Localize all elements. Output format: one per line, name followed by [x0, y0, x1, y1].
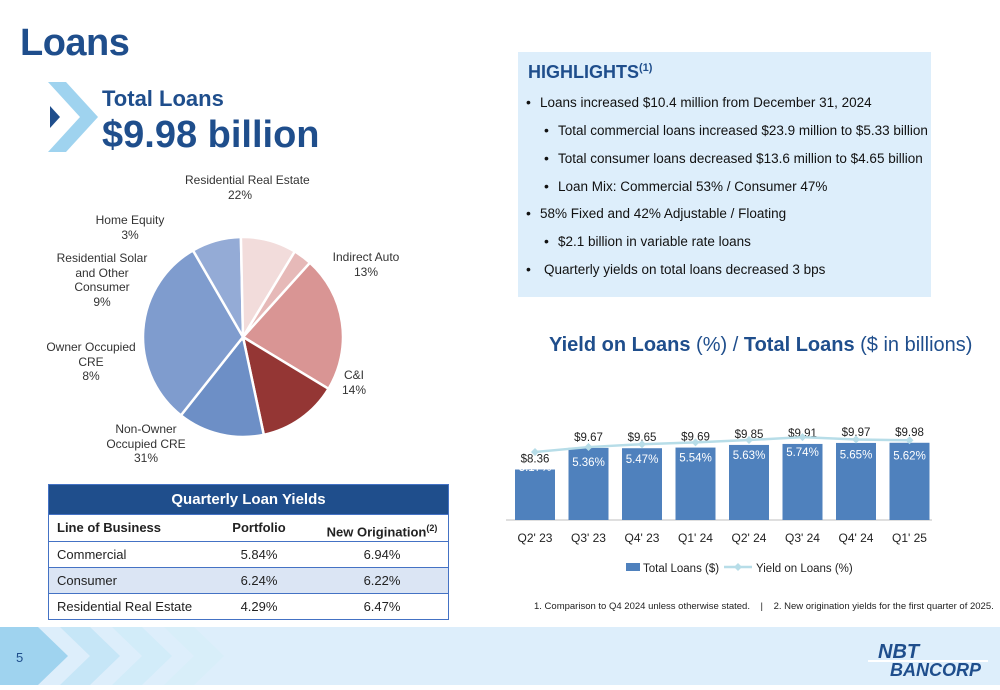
yield-point: [531, 448, 539, 456]
chart-legend: Total Loans ($) Yield on Loans (%): [626, 563, 853, 575]
header-portfolio: Portfolio: [232, 520, 286, 535]
yield-data-label: 5.74%: [786, 447, 819, 459]
pie-label-ci: C&I 14%: [341, 368, 367, 397]
highlight-subitem: • Total commercial loans increased $23.9 …: [544, 122, 928, 138]
total-loans-label: Total Loans: [102, 86, 224, 111]
cell-new-origination: 6.47%: [363, 599, 401, 614]
page-number: 5: [16, 650, 24, 665]
yield-point: [905, 436, 914, 445]
pie-slice-home-equity: [241, 249, 312, 338]
cell-portfolio: 5.84%: [240, 547, 278, 562]
table-title: Quarterly Loan Yields: [49, 485, 448, 514]
page-title: Loans: [20, 22, 130, 64]
bar-total-loans: [622, 448, 662, 520]
yield-data-label: 5.47%: [626, 454, 659, 466]
cell-new-origination: 6.94%: [363, 547, 401, 562]
highlight-item: • Loans increased $10.4 million from Dece…: [526, 94, 872, 110]
x-tick-label: Q4' 24: [839, 531, 874, 545]
yield-data-label: 5.63%: [733, 450, 766, 462]
bar-total-loans: [782, 443, 823, 520]
total-loans-value: $9.98 billion: [102, 114, 320, 156]
bar-data-label: $8.36: [521, 454, 550, 466]
table-row: Consumer 6.24% 6.22%: [49, 567, 448, 593]
legend-label-total-loans: Total Loans ($): [643, 563, 719, 575]
x-tick-label: Q1' 25: [892, 531, 927, 545]
pie-label-non-owner-occupied-cre: Non-Owner Occupied CRE 31%: [106, 422, 186, 465]
pie-label-residential-solar: Residential Solar and Other Consumer 9%: [56, 251, 148, 309]
bar-total-loans: [675, 447, 716, 520]
bar-data-label: $9.97: [842, 427, 871, 439]
chart-title: Yield on Loans (%) / Total Loans ($ in b…: [549, 334, 973, 356]
highlight-subitem: • Total consumer loans decreased $13.6 mi…: [544, 150, 923, 166]
loan-mix-pie-chart: [141, 235, 345, 439]
bar-data-label: $9.67: [574, 432, 603, 444]
x-tick-label: Q3' 23: [571, 531, 606, 545]
loans-yield-chart: $8.36 Q2' 23 $9.67 Q3' 23 $9.65 Q4' 23 $9.69 Q1…: [506, 427, 932, 575]
header-line-of-business: Line of Business: [57, 520, 162, 535]
footer-band: [0, 627, 1000, 685]
legend-marker-yield: [734, 563, 742, 571]
chevron-icon: [48, 82, 98, 152]
cell-lob: Commercial: [57, 547, 127, 562]
highlights-panel: HIGHLIGHTS(1) • Loans increased $10.4 mil…: [518, 52, 931, 297]
yield-point: [638, 440, 646, 449]
table-row: Residential Real Estate 4.29% 6.47%: [49, 593, 448, 619]
x-tick-label: Q4' 23: [625, 531, 660, 545]
x-tick-label: Q1' 24: [678, 531, 713, 545]
x-tick-label: Q2' 23: [518, 531, 553, 545]
pie-slice-non-owner-occupied-cre: [141, 248, 245, 418]
bar-data-label: $9.85: [735, 429, 764, 441]
quarterly-loan-yields-table: Quarterly Loan Yields Line of Business P…: [48, 484, 449, 620]
legend-label-yield: Yield on Loans (%): [756, 563, 853, 575]
header-new-origination: New Origination(2): [326, 523, 438, 540]
bar-total-loans: [568, 447, 609, 520]
yield-data-label: 5.54%: [679, 452, 712, 464]
yield-point: [852, 435, 860, 444]
pie-slice-residential-real-estate: [241, 260, 345, 391]
cell-lob: Residential Real Estate: [57, 599, 193, 614]
svg-text:NBT: NBT: [878, 641, 921, 663]
yield-data-label: 5.17%: [519, 462, 552, 474]
pie-label-home-equity: Home Equity 3%: [95, 213, 165, 242]
cell-portfolio: 6.24%: [240, 573, 278, 588]
bar-total-loans: [836, 442, 876, 520]
bar-total-loans: [515, 469, 555, 520]
yield-data-label: 5.36%: [572, 457, 605, 469]
legend-swatch-total-loans: [626, 563, 640, 571]
yield-line: [534, 435, 910, 454]
yield-point: [745, 436, 753, 445]
bar-total-loans: [889, 442, 930, 520]
bar-total-loans: [729, 444, 769, 520]
yield-point: [584, 443, 593, 452]
pie-slice-c-i: [179, 334, 266, 439]
yield-data-label: 5.65%: [840, 450, 873, 462]
yield-point: [798, 433, 807, 442]
pie-label-owner-occupied-cre: Owner Occupied CRE 8%: [46, 340, 136, 383]
cell-portfolio: 4.29%: [240, 599, 278, 614]
bar-data-label: $9.65: [628, 432, 657, 444]
pie-label-residential-real-estate: Residential Real Estate 22%: [185, 173, 310, 202]
highlights-title: HIGHLIGHTS(1): [528, 62, 653, 82]
yield-data-label: 5.62%: [893, 450, 926, 462]
nbt-bancorp-logo: NBT BANCORP: [868, 641, 988, 680]
yield-point: [691, 438, 700, 447]
svg-text:BANCORP: BANCORP: [890, 660, 982, 680]
x-tick-label: Q2' 24: [732, 531, 767, 545]
pie-slice-indirect-auto: [241, 334, 331, 437]
highlight-item: • Quarterly yields on total loans decreas…: [526, 261, 826, 277]
bar-data-label: $9.98: [895, 427, 924, 439]
footnote: 1. Comparison to Q4 2024 unless otherwis…: [534, 601, 994, 612]
x-tick-label: Q3' 24: [785, 531, 820, 545]
cell-lob: Consumer: [57, 573, 117, 588]
bar-data-label: $9.69: [681, 432, 710, 444]
highlight-subitem: • $2.1 billion in variable rate loans: [544, 233, 751, 249]
table-row: Commercial 5.84% 6.94%: [49, 541, 448, 567]
footer-chevrons-icon: [0, 627, 224, 685]
highlight-subitem: • Loan Mix: Commercial 53% / Consumer 47%: [544, 178, 828, 194]
highlight-item: • 58% Fixed and 42% Adjustable / Floating: [526, 205, 787, 221]
table-header-row: Line of Business Portfolio New Originati…: [49, 514, 448, 541]
cell-new-origination: 6.22%: [363, 573, 401, 588]
pie-label-indirect-auto: Indirect Auto 13%: [332, 250, 400, 279]
